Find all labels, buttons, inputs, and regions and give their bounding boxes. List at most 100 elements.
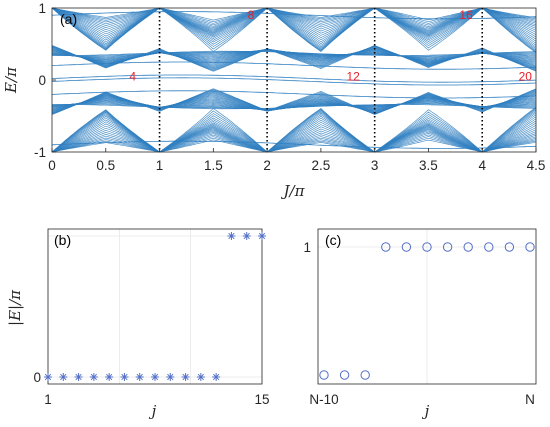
panel-c-x-ticks: N-10 N bbox=[309, 392, 535, 407]
x-tick-label: 2 bbox=[263, 158, 271, 173]
panel-c-grid bbox=[318, 229, 536, 384]
data-point-circle bbox=[525, 242, 535, 252]
x-tick-label: 3 bbox=[371, 158, 379, 173]
data-point-asterisk bbox=[166, 373, 175, 381]
x-tick-label: 1 bbox=[156, 158, 164, 173]
panel-c-x-label: j bbox=[422, 402, 430, 420]
x-tick-label: 0 bbox=[48, 158, 56, 173]
band-line bbox=[51, 123, 537, 153]
x-tick-label: 3.5 bbox=[419, 158, 438, 173]
y-tick-label: -1 bbox=[34, 145, 46, 160]
band-line bbox=[51, 7, 537, 26]
panel-a-tag: (a) bbox=[60, 11, 77, 27]
data-point-circle bbox=[422, 242, 432, 252]
data-point-asterisk bbox=[105, 373, 114, 381]
band-line bbox=[51, 136, 537, 153]
band-line bbox=[51, 90, 537, 99]
data-point-asterisk bbox=[120, 373, 129, 381]
panel-c-points bbox=[319, 242, 535, 380]
data-point-asterisk bbox=[74, 373, 83, 381]
band-count-label: 20 bbox=[519, 69, 533, 83]
data-point-asterisk bbox=[227, 232, 236, 240]
data-point-circle bbox=[484, 242, 494, 252]
band-line bbox=[51, 127, 537, 153]
band-line bbox=[51, 117, 537, 153]
x-tick-label: 4.5 bbox=[527, 158, 546, 173]
data-point-asterisk bbox=[151, 373, 159, 381]
data-point-asterisk bbox=[44, 373, 52, 381]
band-line bbox=[51, 7, 537, 39]
band-line bbox=[51, 125, 537, 153]
band-line bbox=[51, 7, 537, 35]
data-point-circle bbox=[319, 370, 329, 380]
x-tick-label: 2.5 bbox=[311, 158, 330, 173]
band-line bbox=[51, 140, 537, 149]
y-tick-label: 1 bbox=[303, 240, 311, 255]
panel-a-vertical-guides bbox=[158, 8, 484, 152]
band-line bbox=[51, 74, 537, 83]
data-point-asterisk bbox=[181, 373, 190, 381]
x-tick-label: 4 bbox=[478, 158, 486, 173]
panel-b-y-label: |E|/π bbox=[6, 289, 24, 326]
x-tick-label: 0.5 bbox=[96, 158, 115, 173]
panel-b-points bbox=[44, 232, 266, 381]
data-point-circle bbox=[442, 242, 453, 252]
band-line bbox=[52, 104, 537, 110]
data-point-circle bbox=[504, 242, 515, 252]
band-line bbox=[52, 50, 537, 56]
data-point-circle bbox=[381, 242, 391, 252]
panel-b-tag: (b) bbox=[54, 232, 71, 248]
x-tick-label: N-10 bbox=[309, 392, 338, 407]
data-point-asterisk bbox=[196, 373, 205, 381]
band-line bbox=[51, 7, 537, 41]
panel-c: N-10 N 1 (c) j bbox=[303, 228, 537, 420]
band-line bbox=[51, 137, 537, 153]
panel-a-x-label: J/π bbox=[281, 182, 306, 200]
data-point-asterisk bbox=[59, 373, 68, 381]
band-line bbox=[51, 134, 537, 153]
panel-a-band-count-annotations: 4 8 12 16 20 bbox=[129, 8, 532, 83]
band-line bbox=[51, 61, 537, 70]
panel-c-y-ticks: 1 bbox=[303, 240, 311, 255]
band-line bbox=[51, 129, 537, 153]
band-line bbox=[51, 7, 537, 23]
panel-b-frame bbox=[47, 228, 263, 385]
data-point-circle bbox=[401, 242, 412, 252]
y-tick-label: 0 bbox=[38, 73, 46, 88]
data-point-asterisk bbox=[258, 232, 266, 240]
panel-b-x-ticks: 1 15 bbox=[44, 392, 269, 407]
x-tick-label: 1 bbox=[44, 392, 52, 407]
panel-a-y-label: E/π bbox=[2, 66, 20, 94]
band-line bbox=[51, 121, 537, 153]
data-point-asterisk bbox=[89, 373, 98, 381]
band-line bbox=[51, 7, 537, 53]
panel-c-tag: (c) bbox=[325, 232, 341, 248]
x-tick-label: 15 bbox=[254, 392, 269, 407]
band-line bbox=[51, 107, 537, 153]
panel-b: 1 15 0 (b) j |E|/π bbox=[6, 228, 270, 420]
band-line bbox=[51, 77, 537, 86]
band-line bbox=[51, 7, 537, 21]
band-line bbox=[51, 7, 537, 28]
x-tick-label: N bbox=[525, 392, 535, 407]
band-line bbox=[51, 139, 537, 153]
band-count-label: 12 bbox=[346, 69, 360, 83]
panel-a-background bbox=[52, 8, 536, 152]
band-line bbox=[51, 130, 537, 153]
panel-a-band-lines bbox=[51, 7, 537, 153]
panel-b-y-ticks: 0 bbox=[33, 370, 41, 385]
data-point-circle bbox=[339, 370, 350, 380]
panel-c-frame bbox=[317, 228, 537, 385]
band-line bbox=[51, 11, 537, 20]
data-point-asterisk bbox=[135, 373, 144, 381]
panel-b-grid bbox=[47, 229, 263, 384]
band-line bbox=[51, 7, 537, 37]
x-tick-label: 1.5 bbox=[204, 158, 223, 173]
panel-a-y-ticks: -1 0 1 bbox=[34, 1, 56, 160]
band-line bbox=[51, 7, 537, 30]
data-point-asterisk bbox=[242, 232, 251, 240]
band-count-label: 16 bbox=[459, 8, 473, 22]
y-tick-label: 1 bbox=[38, 1, 46, 16]
